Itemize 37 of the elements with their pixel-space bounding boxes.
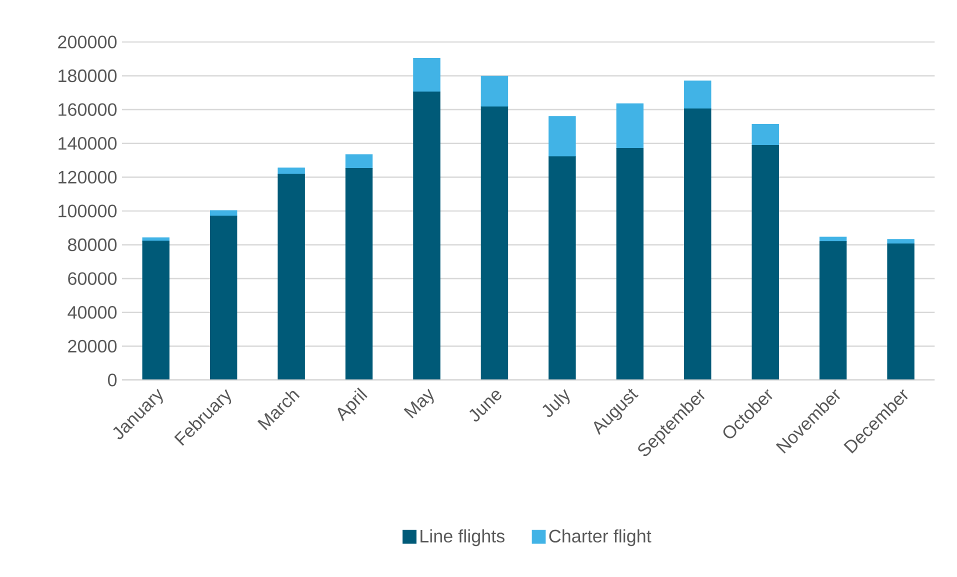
legend-label: Charter flight xyxy=(549,529,652,546)
bar xyxy=(548,116,576,157)
y-tick-label: 120000 xyxy=(58,170,117,184)
bar xyxy=(752,124,779,146)
y-tick-label: 80000 xyxy=(68,238,117,252)
bar xyxy=(752,144,779,380)
bar xyxy=(887,244,914,380)
bar xyxy=(210,216,238,380)
x-tick-label: May xyxy=(404,388,434,418)
bar xyxy=(616,103,644,149)
y-tick-label: 140000 xyxy=(58,137,117,150)
bar xyxy=(413,58,440,92)
y-tick-label: 160000 xyxy=(58,103,117,116)
bar xyxy=(480,76,508,107)
y-tick-label: 180000 xyxy=(58,69,117,82)
bar xyxy=(278,174,305,380)
y-tick-label: 100000 xyxy=(58,204,117,218)
y-tick-label: 60000 xyxy=(68,272,117,285)
bar xyxy=(684,108,712,380)
bar xyxy=(819,236,847,242)
bar xyxy=(684,80,712,110)
bar xyxy=(345,154,373,169)
bar xyxy=(345,168,373,380)
legend-label: Line flights xyxy=(420,529,504,546)
bar xyxy=(819,241,847,380)
bar xyxy=(413,92,440,380)
bar xyxy=(616,148,644,380)
bar xyxy=(142,240,170,380)
bar xyxy=(278,168,305,174)
bar xyxy=(480,106,508,380)
y-tick-label: 40000 xyxy=(68,306,117,319)
x-tick-label: July xyxy=(542,389,570,417)
y-tick-label: 0 xyxy=(108,374,117,386)
bar xyxy=(887,239,914,244)
bar xyxy=(548,156,576,380)
y-tick-label: 20000 xyxy=(68,340,117,353)
y-tick-label: 200000 xyxy=(58,36,117,48)
